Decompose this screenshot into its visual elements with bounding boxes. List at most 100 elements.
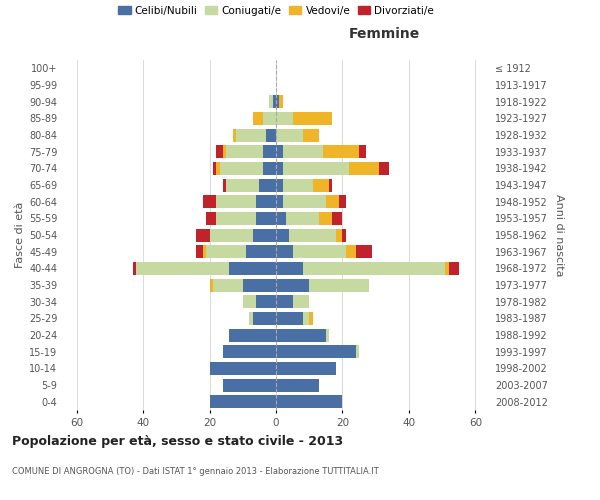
Bar [263,162,276,175]
Bar [276,395,343,408]
Bar [283,162,349,175]
Bar [209,228,253,241]
Bar [133,262,136,275]
Bar [209,362,276,375]
Bar [276,128,302,141]
Bar [276,312,302,325]
Bar [276,212,286,225]
Text: Popolazione per età, sesso e stato civile - 2013: Popolazione per età, sesso e stato civil… [12,435,343,448]
Bar [323,145,359,158]
Bar [332,212,343,225]
Bar [253,228,276,241]
Bar [236,128,266,141]
Legend: Celibi/Nubili, Coniugati/e, Vedovi/e, Divorziati/e: Celibi/Nubili, Coniugati/e, Vedovi/e, Di… [114,2,438,20]
Bar [276,345,356,358]
Bar [196,245,203,258]
Y-axis label: Fasce di età: Fasce di età [14,202,25,268]
Bar [449,262,459,275]
Bar [256,295,276,308]
Bar [309,278,369,291]
Bar [283,178,313,192]
Bar [289,228,336,241]
Bar [379,162,389,175]
Bar [226,178,259,192]
Bar [213,162,216,175]
Bar [223,178,226,192]
Bar [276,195,283,208]
Bar [223,145,226,158]
Bar [226,145,263,158]
Bar [272,95,276,108]
Bar [229,262,276,275]
Bar [256,195,276,208]
Bar [263,145,276,158]
Bar [302,312,309,325]
Bar [302,262,445,275]
Bar [336,228,343,241]
Bar [359,145,366,158]
Bar [293,112,332,125]
Bar [349,162,379,175]
Bar [136,262,229,275]
Bar [276,245,293,258]
Text: COMUNE DI ANGROGNA (TO) - Dati ISTAT 1° gennaio 2013 - Elaborazione TUTTITALIA.I: COMUNE DI ANGROGNA (TO) - Dati ISTAT 1° … [12,468,379,476]
Bar [276,162,283,175]
Bar [203,245,206,258]
Bar [356,345,359,358]
Bar [329,178,332,192]
Bar [276,95,280,108]
Bar [326,195,339,208]
Bar [216,162,220,175]
Bar [269,95,272,108]
Bar [276,145,283,158]
Bar [216,145,223,158]
Bar [280,95,283,108]
Bar [339,195,346,208]
Bar [276,278,309,291]
Bar [213,278,243,291]
Bar [276,362,336,375]
Bar [223,378,276,392]
Bar [276,328,326,342]
Bar [259,178,276,192]
Bar [220,162,263,175]
Bar [263,112,276,125]
Bar [233,128,236,141]
Bar [309,312,313,325]
Bar [203,195,216,208]
Bar [216,195,256,208]
Bar [206,212,216,225]
Bar [343,228,346,241]
Bar [209,278,213,291]
Bar [276,178,283,192]
Bar [302,128,319,141]
Bar [209,395,276,408]
Bar [283,145,323,158]
Bar [346,245,356,258]
Bar [283,195,326,208]
Bar [246,245,276,258]
Bar [319,212,332,225]
Bar [253,312,276,325]
Bar [216,212,256,225]
Bar [276,378,319,392]
Bar [206,245,246,258]
Bar [293,295,309,308]
Bar [293,245,346,258]
Bar [356,245,373,258]
Bar [196,228,209,241]
Text: Femmine: Femmine [349,27,419,41]
Bar [326,328,329,342]
Y-axis label: Anni di nascita: Anni di nascita [554,194,565,276]
Bar [276,228,289,241]
Bar [229,328,276,342]
Bar [243,278,276,291]
Bar [276,112,293,125]
Bar [243,295,256,308]
Bar [223,345,276,358]
Bar [250,312,253,325]
Bar [253,112,263,125]
Bar [445,262,449,275]
Bar [256,212,276,225]
Bar [266,128,276,141]
